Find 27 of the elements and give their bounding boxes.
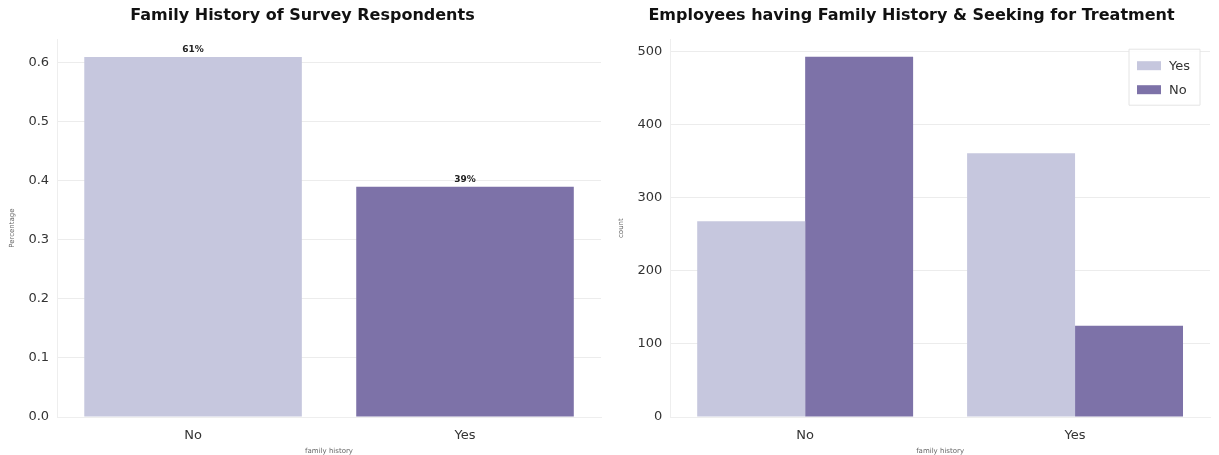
- y-tick-label: 0.5: [28, 113, 50, 129]
- data-label: 39%: [454, 173, 476, 184]
- bar: [697, 221, 806, 417]
- y-tick-label: 0: [653, 408, 663, 424]
- data-label: 61%: [182, 43, 204, 54]
- y-tick-label: 0.4: [28, 172, 50, 188]
- y-tick-label: 300: [637, 189, 663, 205]
- y-tick-label: 0.6: [28, 54, 50, 70]
- y-tick-label: 0.3: [28, 231, 50, 247]
- legend-label: Yes: [1168, 57, 1191, 73]
- chart-title: Family History of Survey Respondents: [130, 4, 475, 24]
- x-tick-label: No: [184, 427, 202, 443]
- y-tick-label: 100: [637, 335, 663, 351]
- y-tick-label: 0.0: [28, 408, 50, 424]
- y-tick-label: 0.2: [28, 290, 50, 306]
- y-tick-label: 500: [637, 43, 663, 58]
- x-tick-label: Yes: [1063, 427, 1086, 443]
- legend-label: No: [1169, 81, 1187, 97]
- bar: [805, 56, 914, 417]
- x-tick-label: Yes: [453, 427, 476, 443]
- y-tick-label: 0.1: [28, 349, 50, 365]
- bar: [967, 153, 1076, 417]
- chart-title: Employees having Family History & Seeking for Treatment: [648, 4, 1175, 24]
- x-tick-label: No: [796, 427, 815, 443]
- bar: [1075, 325, 1184, 417]
- y-tick-label: 200: [637, 262, 663, 278]
- y-tick-label: 400: [637, 116, 663, 132]
